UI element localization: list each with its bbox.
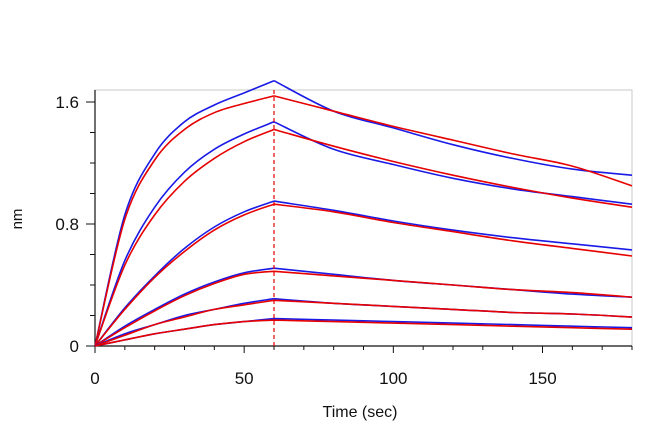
y-tick-label: 0 <box>70 337 79 356</box>
x-axis-label: Time (sec) <box>323 404 398 421</box>
x-tick-label: 50 <box>235 369 254 388</box>
x-tick-label: 0 <box>90 369 99 388</box>
fit-curve-3 <box>94 203 633 347</box>
y-axis-label: nm <box>9 209 26 230</box>
fit-curve-5 <box>94 299 633 347</box>
x-tick-label: 100 <box>379 369 407 388</box>
measured-curve-1 <box>94 79 633 347</box>
fit-curve-2 <box>94 128 633 347</box>
fit-curve-4 <box>94 270 633 347</box>
measured-curve-4 <box>94 267 633 347</box>
fit-curve-6 <box>94 319 633 347</box>
measured-curve-3 <box>94 200 633 347</box>
y-tick-label: 0.8 <box>55 215 79 234</box>
x-tick-label: 150 <box>528 369 556 388</box>
fit-curve-1 <box>94 95 633 347</box>
measured-curve-2 <box>94 121 633 347</box>
y-tick-label: 1.6 <box>55 93 79 112</box>
